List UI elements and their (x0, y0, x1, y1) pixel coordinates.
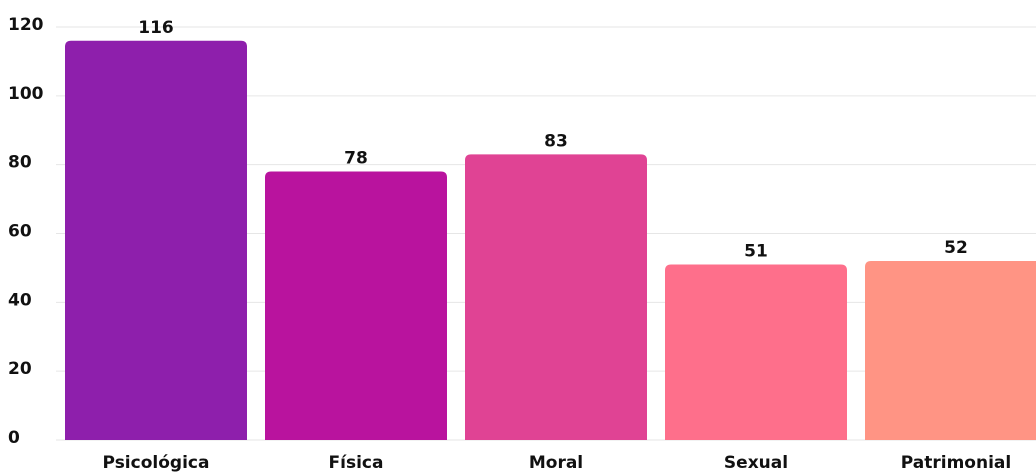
bar (465, 154, 647, 440)
x-tick-label: Psicológica (103, 453, 210, 473)
y-tick-label: 80 (8, 153, 32, 173)
data-label: 51 (744, 241, 768, 261)
x-tick-label: Sexual (724, 453, 788, 473)
bar (265, 171, 447, 441)
data-label: 83 (544, 131, 568, 151)
y-tick-label: 40 (8, 290, 32, 310)
y-tick-label: 0 (8, 428, 20, 448)
y-tick-label: 100 (8, 84, 44, 104)
data-label: 52 (944, 238, 968, 258)
y-tick-label: 120 (8, 15, 44, 35)
y-tick-label: 20 (8, 359, 32, 379)
x-tick-label: Física (329, 453, 384, 473)
data-label: 116 (138, 18, 174, 38)
data-label: 78 (344, 149, 368, 169)
y-tick-label: 60 (8, 222, 32, 242)
bar (65, 40, 247, 441)
x-tick-label: Patrimonial (901, 453, 1011, 473)
bar (865, 261, 1036, 440)
x-tick-label: Moral (529, 453, 583, 473)
bar (665, 264, 847, 440)
